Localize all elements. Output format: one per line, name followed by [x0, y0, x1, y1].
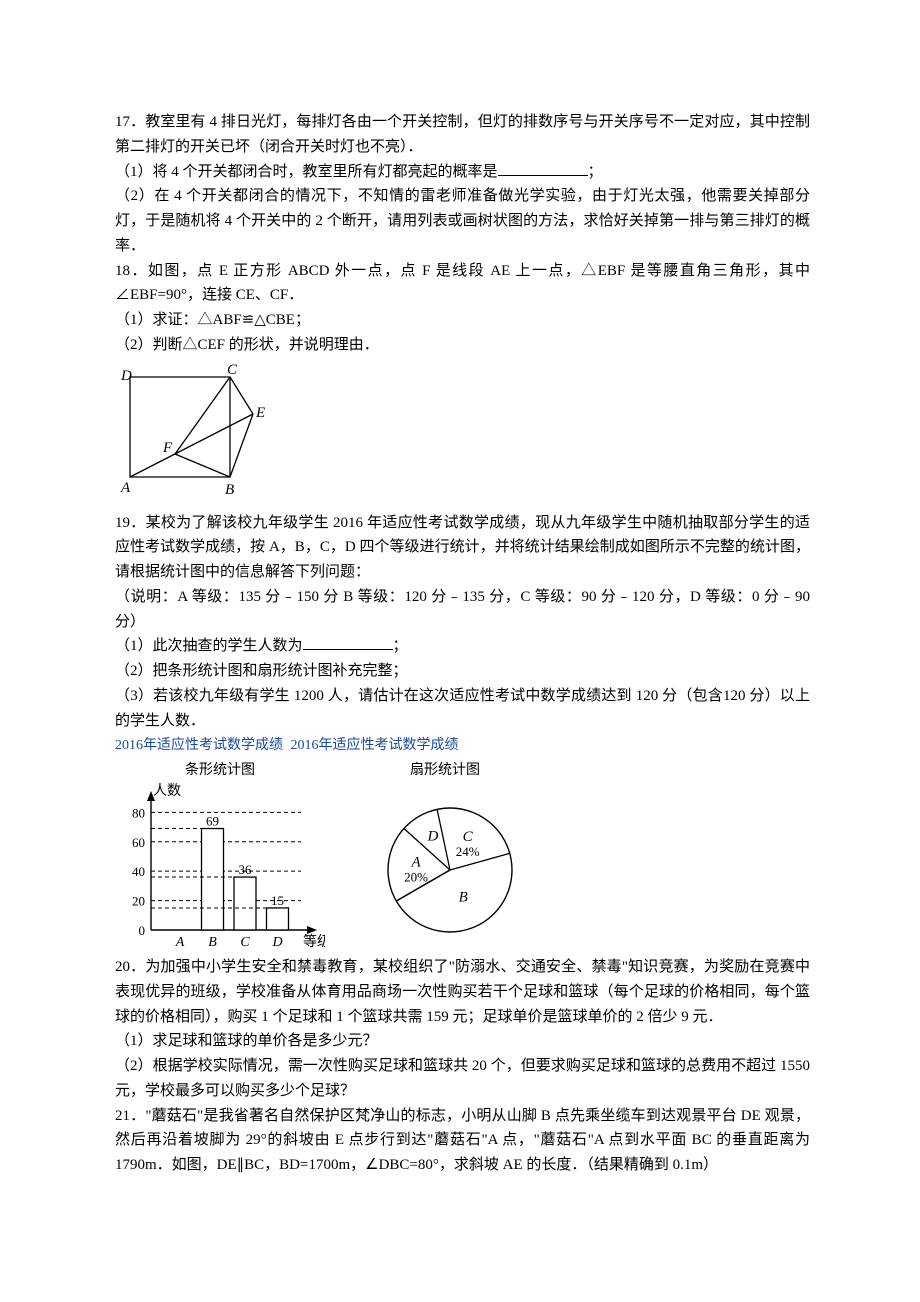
q19-part3: （3）若该校九年级有学生 1200 人，请估计在这次适应性考试中数学成绩达到 1… [115, 684, 810, 734]
svg-text:15: 15 [271, 893, 284, 908]
q19-note: （说明：A 等级：135 分﹣150 分 B 等级：120 分﹣135 分，C … [115, 585, 810, 635]
svg-text:D: D [271, 935, 282, 950]
q19-blank [303, 635, 393, 650]
q19-part1: （1）此次抽查的学生人数为 ； [115, 634, 810, 659]
charts-row: 条形统计图人数020406080A69B36C15D等级 扇形统计图A20%DC… [115, 760, 810, 955]
q21-stem: 21．"蘑菇石"是我省著名自然保护区梵净山的标志，小明从山脚 B 点先乘坐缆车到… [115, 1104, 810, 1178]
bar-chart-title: 2016年适应性考试数学成绩 [115, 738, 283, 753]
svg-text:等级: 等级 [303, 933, 325, 950]
label-A: A [120, 480, 131, 496]
svg-text:20: 20 [132, 894, 145, 909]
chart-titles-row: 2016年适应性考试数学成绩 2016年适应性考试数学成绩 [115, 733, 810, 758]
q17-blank [498, 160, 588, 175]
q20-part2: （2）根据学校实际情况，需一次性购买足球和篮球共 20 个，但要求购买足球和篮球… [115, 1054, 810, 1104]
q19-stem: 19．某校为了解该校九年级学生 2016 年适应性考试数学成绩，现从九年级学生中… [115, 511, 810, 585]
svg-text:B: B [208, 935, 217, 950]
svg-text:A: A [411, 854, 422, 870]
bar-chart: 条形统计图人数 0 20 40 60 80 A 69 B 36 C 15 D 等级 [115, 760, 325, 955]
svg-text:D: D [427, 828, 439, 844]
q19-p1-b: ； [393, 638, 408, 654]
svg-text:扇形统计图: 扇形统计图 [410, 762, 480, 778]
svg-text:36: 36 [239, 862, 253, 877]
svg-text:0: 0 [139, 923, 146, 938]
svg-text:80: 80 [132, 805, 145, 820]
svg-text:40: 40 [132, 864, 145, 879]
label-D: D [120, 368, 132, 384]
q18-part1: （1）求证：△ABF≌△CBE； [115, 308, 810, 333]
q18-stem: 18．如图，点 E 正方形 ABCD 外一点，点 F 是线段 AE 上一点，△E… [115, 259, 810, 309]
svg-text:B: B [459, 889, 468, 905]
exam-page: 17．教室里有 4 排日光灯，每排灯各由一个开关控制，但灯的排数序号与开关序号不… [0, 0, 920, 1238]
q18-figure: D C E F A B [115, 362, 265, 507]
svg-text:条形统计图: 条形统计图 [185, 761, 255, 778]
label-B: B [225, 482, 234, 498]
svg-text:69: 69 [206, 814, 219, 829]
svg-text:60: 60 [132, 835, 145, 850]
q17-stem: 17．教室里有 4 排日光灯，每排灯各由一个开关控制，但灯的排数序号与开关序号不… [115, 110, 810, 160]
label-F: F [162, 440, 173, 456]
q19-part2: （2）把条形统计图和扇形统计图补充完整； [115, 659, 810, 684]
pie-chart: 扇形统计图 A20% D C24% B [355, 760, 545, 955]
q18-part2: （2）判断△CEF 的形状，并说明理由． [115, 333, 810, 358]
svg-text:A: A [175, 935, 185, 950]
q20-stem: 20．为加强中小学生安全和禁毒教育，某校组织了"防溺水、交通安全、禁毒"知识竞赛… [115, 955, 810, 1029]
svg-text:20%: 20% [404, 869, 428, 884]
label-E: E [255, 405, 265, 421]
q20-part1: （1）求足球和篮球的单价各是多少元？ [115, 1029, 810, 1054]
q17-p1-b: ； [588, 164, 603, 180]
q17-part1: （1）将 4 个开关都闭合时，教室里所有灯都亮起的概率是 ； [115, 160, 810, 185]
svg-text:24%: 24% [456, 844, 480, 859]
svg-text:C: C [240, 935, 250, 950]
svg-text:人数: 人数 [153, 783, 181, 799]
label-C: C [227, 362, 238, 378]
pie-chart-title: 2016年适应性考试数学成绩 [291, 738, 459, 753]
q19-p1-a: （1）此次抽查的学生人数为 [115, 638, 303, 654]
svg-text:C: C [463, 829, 474, 845]
q17-part2: （2）在 4 个开关都闭合的情况下，不知情的雷老师准备做光学实验，由于灯光太强，… [115, 184, 810, 258]
q17-p1-a: （1）将 4 个开关都闭合时，教室里所有灯都亮起的概率是 [115, 164, 498, 180]
